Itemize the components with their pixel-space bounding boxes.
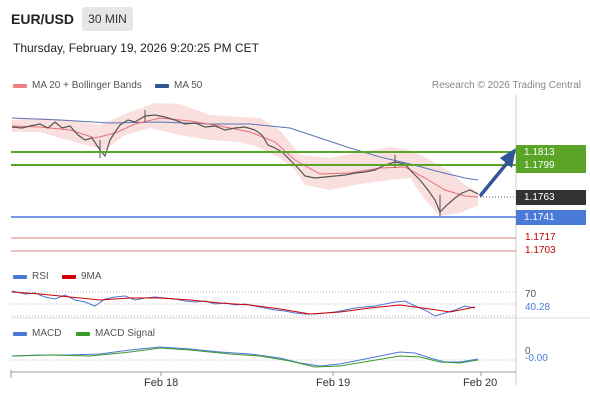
x-tick-feb19: Feb 19 (316, 377, 351, 389)
rsi-ma-legend-label: 9MA (81, 271, 102, 282)
forecast-arrow-icon (478, 148, 516, 198)
ma50-line (11, 117, 479, 181)
support-label-3: 1.1703 (525, 245, 556, 256)
macd-legend: MACD (13, 328, 61, 339)
macd-legend-label: MACD (32, 328, 62, 339)
rsi-value-label: 40.28 (525, 302, 551, 313)
x-tick-feb18: Feb 18 (144, 377, 179, 389)
ma20-line (11, 117, 479, 198)
timestamp: Thursday, February 19, 2026 9:20:25 PM C… (13, 41, 259, 55)
resistance-tag-1: 1.1813 (516, 145, 586, 160)
current-price-tag: 1.1763 (516, 190, 586, 205)
rsi-swatch (13, 274, 27, 279)
macd-zero-label: 0 (525, 346, 531, 357)
support-tag-1: 1.1741 (516, 210, 586, 225)
ma20-swatch (13, 83, 27, 88)
rsi-ma-line (11, 291, 476, 315)
credit-text: Research © 2026 Trading Central (431, 80, 581, 91)
rsi-level-label: 70 (525, 289, 537, 300)
rsi-line (11, 290, 476, 317)
ma20-legend: MA 20 + Bollinger Bands (13, 80, 142, 91)
bollinger-band (12, 103, 478, 216)
rsi-ma-legend: 9MA (62, 271, 102, 282)
timeframe-button[interactable]: 30 MIN (82, 7, 133, 31)
ma50-swatch (155, 83, 169, 88)
rsi-ma-swatch (62, 274, 76, 279)
macd-signal-swatch (76, 331, 90, 336)
ma20-legend-label: MA 20 + Bollinger Bands (32, 80, 142, 91)
rsi-legend: RSI (13, 271, 49, 282)
macd-swatch (13, 331, 27, 336)
ma50-legend: MA 50 (155, 80, 202, 91)
macd-signal-line (11, 347, 479, 368)
resistance-tag-2: 1.1799 (516, 158, 586, 173)
macd-signal-legend: MACD Signal (76, 328, 155, 339)
rsi-legend-label: RSI (32, 271, 49, 282)
macd-signal-legend-label: MACD Signal (95, 328, 156, 339)
macd-value-label: -0.00 (525, 353, 548, 364)
ma50-legend-label: MA 50 (174, 80, 203, 91)
support-label-2: 1.1717 (525, 232, 556, 243)
x-tick-feb20: Feb 20 (463, 377, 498, 389)
symbol-title: EUR/USD (11, 11, 75, 27)
